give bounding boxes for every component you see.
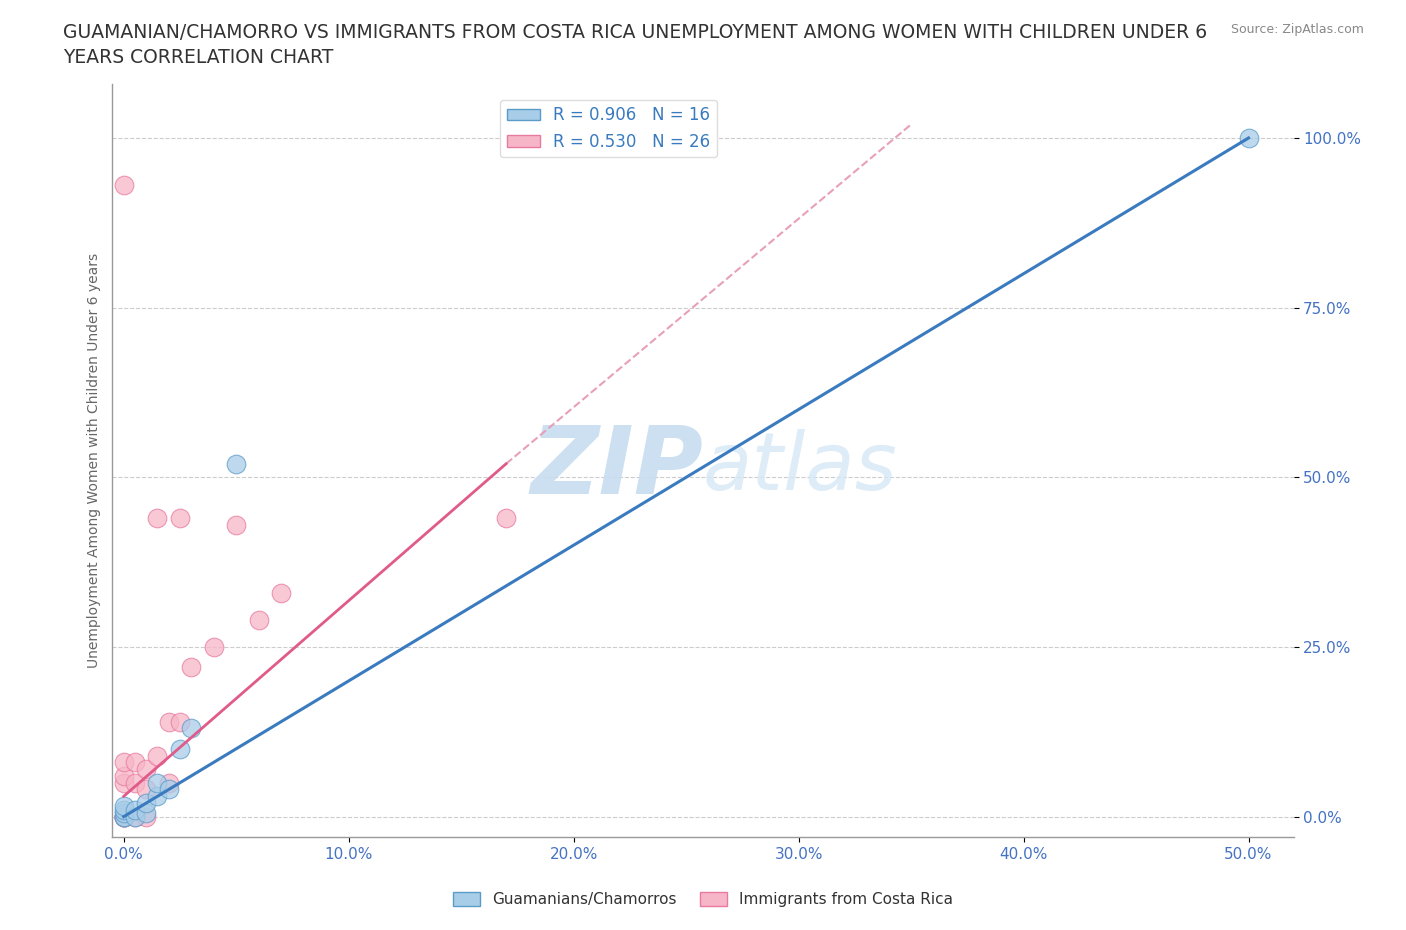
Point [146, 748, 169, 763]
Point [112, 809, 135, 824]
Text: Source: ZipAtlas.com: Source: ZipAtlas.com [1230, 23, 1364, 36]
Point [112, 805, 135, 820]
Point [270, 585, 292, 600]
Legend: Guamanians/Chamorros, Immigrants from Costa Rica: Guamanians/Chamorros, Immigrants from Co… [447, 885, 959, 913]
Text: ZIP: ZIP [530, 422, 703, 514]
Point [112, 799, 135, 814]
Point [124, 776, 146, 790]
Point [135, 805, 157, 820]
Point [135, 762, 157, 777]
Text: GUAMANIAN/CHAMORRO VS IMMIGRANTS FROM COSTA RICA UNEMPLOYMENT AMONG WOMEN WITH C: GUAMANIAN/CHAMORRO VS IMMIGRANTS FROM CO… [63, 23, 1208, 42]
Point [202, 640, 225, 655]
Point [247, 612, 270, 627]
Point [112, 803, 135, 817]
Point [112, 809, 135, 824]
Point [157, 776, 180, 790]
Point [157, 782, 180, 797]
Point [146, 789, 169, 804]
Point [112, 809, 135, 824]
Point [112, 809, 135, 824]
Point [124, 809, 146, 824]
Point [495, 511, 517, 525]
Point [124, 803, 146, 817]
Point [169, 741, 191, 756]
Point [225, 517, 247, 532]
Point [225, 457, 247, 472]
Point [146, 511, 169, 525]
Point [146, 776, 169, 790]
Point [124, 755, 146, 770]
Point [180, 721, 202, 736]
Point [157, 714, 180, 729]
Point [112, 776, 135, 790]
Legend: R = 0.906   N = 16, R = 0.530   N = 26: R = 0.906 N = 16, R = 0.530 N = 26 [501, 100, 717, 157]
Text: atlas: atlas [703, 429, 898, 507]
Point [135, 809, 157, 824]
Point [124, 809, 146, 824]
Point [112, 768, 135, 783]
Point [112, 809, 135, 824]
Point [112, 809, 135, 824]
Point [1237, 130, 1260, 145]
Point [180, 660, 202, 675]
Point [112, 755, 135, 770]
Point [135, 782, 157, 797]
Point [169, 714, 191, 729]
Y-axis label: Unemployment Among Women with Children Under 6 years: Unemployment Among Women with Children U… [87, 253, 101, 668]
Point [135, 796, 157, 811]
Point [112, 178, 135, 193]
Point [169, 511, 191, 525]
Text: YEARS CORRELATION CHART: YEARS CORRELATION CHART [63, 48, 333, 67]
